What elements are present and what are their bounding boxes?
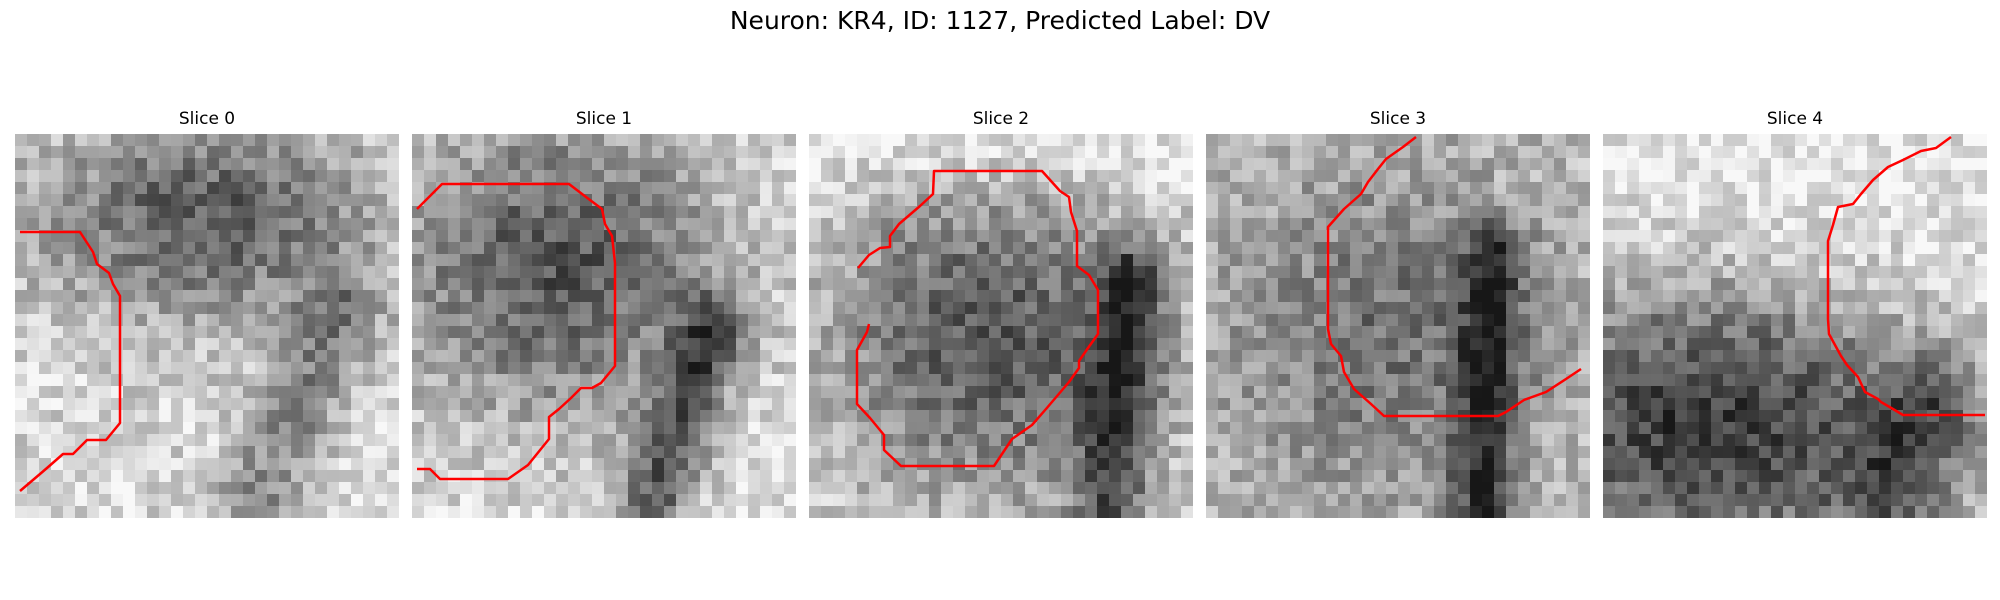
slice-image xyxy=(412,134,796,518)
slice-title: Slice 2 xyxy=(972,109,1030,129)
slice-panel-2: Slice 2 xyxy=(809,107,1193,518)
slice-title: Slice 4 xyxy=(1766,109,1824,129)
slice-image xyxy=(809,134,1193,518)
slice-title: Slice 3 xyxy=(1369,109,1427,129)
figure-title: Neuron: KR4, ID: 1127, Predicted Label: … xyxy=(729,6,1271,35)
slice-panel-0: Slice 0 xyxy=(15,107,399,518)
slice-panel-1: Slice 1 xyxy=(412,107,796,518)
contour-line xyxy=(19,230,122,492)
contour-line xyxy=(855,169,1100,468)
slice-title: Slice 1 xyxy=(575,109,633,129)
contour-line xyxy=(1326,136,1582,418)
slice-image xyxy=(1603,134,1987,518)
contour-line xyxy=(416,182,617,481)
slice-image xyxy=(1206,134,1590,518)
slice-title: Slice 0 xyxy=(178,109,236,129)
contour-line xyxy=(1826,135,1985,417)
slice-image xyxy=(15,134,399,518)
slice-panel-4: Slice 4 xyxy=(1603,107,1987,518)
slice-panel-3: Slice 3 xyxy=(1206,107,1590,518)
